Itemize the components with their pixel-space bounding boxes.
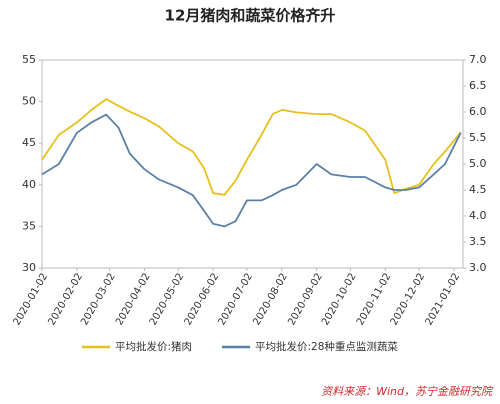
y2-tick-label: 3.0 bbox=[469, 261, 487, 274]
series-line bbox=[41, 98, 462, 196]
source-note: 资料来源：Wind，苏宁金融研究院 bbox=[321, 385, 494, 398]
y2-tick-label: 6.5 bbox=[469, 79, 487, 92]
x-tick-label: 2020-06-02 bbox=[183, 272, 222, 328]
x-tick-label: 2020-05-02 bbox=[148, 272, 187, 328]
y-tick-label: 55 bbox=[22, 53, 36, 66]
x-tick-label: 2020-04-02 bbox=[114, 272, 153, 328]
x-tick-label: 2020-07-02 bbox=[216, 272, 255, 328]
y2-tick-label: 4.0 bbox=[469, 209, 487, 222]
x-tick-label: 2020-01-02 bbox=[12, 272, 51, 328]
x-tick-label: 2020-11-02 bbox=[355, 272, 394, 328]
x-tick-label: 2021-01-02 bbox=[424, 271, 463, 327]
legend-label: 平均批发价:28种重点监测蔬菜 bbox=[255, 340, 398, 353]
y-tick-label: 40 bbox=[22, 178, 36, 191]
x-tick-label: 2020-08-02 bbox=[251, 272, 290, 328]
x-tick-label: 2020-10-02 bbox=[320, 272, 359, 328]
y-tick-label: 45 bbox=[22, 136, 36, 149]
y-tick-label: 30 bbox=[22, 261, 36, 274]
x-tick-label: 2020-03-02 bbox=[79, 272, 118, 328]
x-tick-label: 2020-09-02 bbox=[286, 272, 325, 328]
y2-tick-label: 3.5 bbox=[469, 235, 487, 248]
y2-tick-label: 7.0 bbox=[469, 53, 487, 66]
series-line bbox=[41, 113, 462, 228]
y2-tick-label: 5.0 bbox=[469, 157, 487, 170]
chart-title: 12月猪肉和蔬菜价格齐升 bbox=[165, 7, 336, 25]
x-tick-label: 2020-12-02 bbox=[389, 272, 428, 328]
x-tick-label: 2020-02-02 bbox=[47, 272, 86, 328]
y2-tick-label: 4.5 bbox=[469, 183, 487, 196]
legend-label: 平均批发价:猪肉 bbox=[115, 340, 192, 353]
y-tick-label: 35 bbox=[22, 219, 36, 232]
y2-tick-label: 6.0 bbox=[469, 105, 487, 118]
plot-frame bbox=[41, 59, 464, 269]
y2-tick-label: 5.5 bbox=[469, 131, 487, 144]
y-tick-label: 50 bbox=[22, 95, 36, 108]
